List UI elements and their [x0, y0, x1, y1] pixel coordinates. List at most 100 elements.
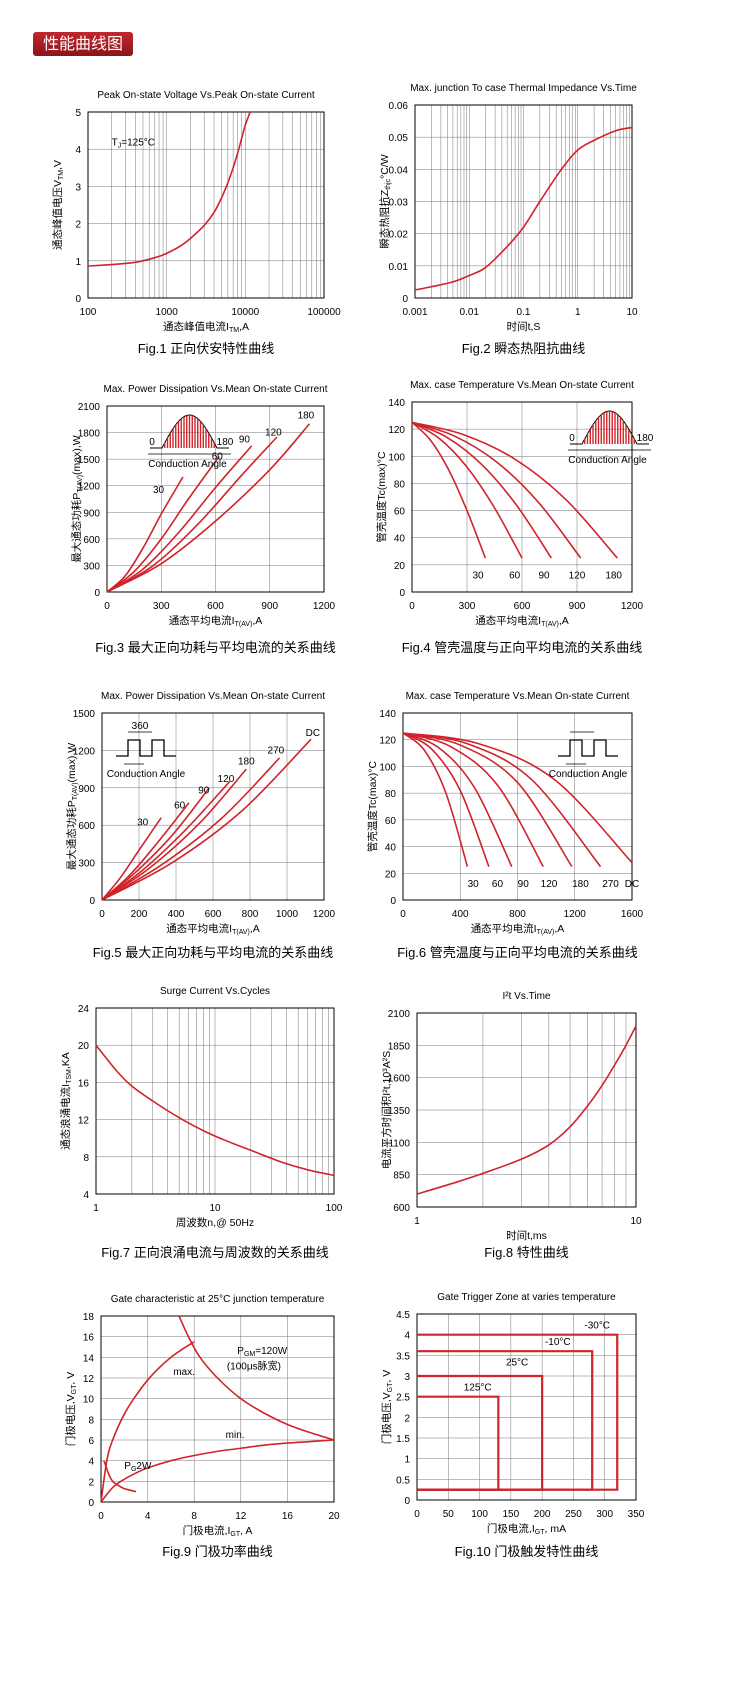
fig10-title: Gate Trigger Zone at varies temperature: [437, 1292, 616, 1303]
fig4-ytick-label: 140: [388, 398, 405, 409]
fig9-ytick-label: 4: [88, 1457, 94, 1468]
fig2-ytick-label: 0.05: [389, 133, 409, 144]
fig10-xtick-label: 50: [443, 1509, 455, 1520]
fig6-series-60: [402, 732, 490, 867]
fig9-xtick-label: 8: [191, 1511, 197, 1522]
fig4-inset-right: 180: [637, 433, 654, 444]
fig7-xtick-label: 10: [209, 1203, 221, 1214]
fig5-inset-wave: [116, 739, 176, 757]
fig4-inset: 0 180 Conduction Angle: [568, 410, 654, 466]
fig10-xtick-label: 150: [503, 1509, 520, 1520]
fig6-series-label: 60: [492, 879, 504, 890]
fig3-series-60: [106, 456, 220, 593]
fig9-xtick-label: 16: [282, 1511, 294, 1522]
fig3-grid: [106, 405, 325, 593]
fig1-xlabel: 通态峰值电流ITM,A: [163, 320, 249, 334]
fig3-xtick-label: 0: [104, 601, 110, 612]
fig10-ytick-label: 3: [404, 1372, 410, 1383]
fig10-zone-label: 25°C: [506, 1358, 528, 1369]
fig2-ytick-label: 0.02: [389, 230, 409, 241]
fig1-series-Tj=125°C: [87, 111, 251, 267]
fig4-series-label: 30: [472, 571, 484, 582]
fig4-series-90: [411, 421, 553, 559]
fig8-ytick-label: 1350: [388, 1106, 411, 1117]
fig9-annotation: PGM=120W: [237, 1346, 287, 1358]
fig2-chart: 0.001 0.01 0.1 1 10 0 0.01 0.02 0.03 0.04 0.05 0.06…: [378, 83, 638, 356]
fig9-title: Gate characteristic at 25°C junction tem…: [111, 1294, 325, 1305]
fig3-ytick-label: 1200: [78, 482, 101, 493]
fig4-title: Max. case Temperature Vs.Mean On-state C…: [410, 380, 634, 391]
fig4-series-label: 60: [509, 571, 521, 582]
fig6-inset-caption: Conduction Angle: [549, 769, 628, 780]
fig10-xlabel: 门极电流,IGT, mA: [487, 1522, 566, 1536]
fig6-series-label: DC: [625, 879, 639, 890]
fig9-annotation: PG2W: [124, 1461, 152, 1473]
fig1-ytick-label: 3: [75, 182, 81, 193]
fig1-annotation: TJ=125°C: [112, 137, 155, 149]
fig7-ylabel: 通态浪涌电流ITSM,KA: [59, 1052, 73, 1150]
fig9-ytick-label: 0: [88, 1498, 94, 1509]
fig5-series-label: 270: [268, 745, 285, 756]
fig9-series-PGM: [178, 1315, 335, 1441]
fig1-ytick-label: 2: [75, 220, 81, 231]
fig5-xlabel: 通态平均电流IT(AV),A: [166, 922, 260, 936]
fig8-title: I²t Vs.Time: [503, 991, 551, 1002]
fig5-caption: Fig.5 最大正向功耗与平均电流的关系曲线: [93, 945, 334, 960]
fig3-series-label: 180: [298, 411, 315, 422]
fig7-series-ITSM: [95, 1044, 335, 1177]
fig3-caption: Fig.3 最大正向功耗与平均电流的关系曲线: [95, 640, 336, 655]
fig8-caption: Fig.8 特性曲线: [484, 1245, 569, 1260]
fig3-ytick-label: 1500: [78, 455, 101, 466]
fig8-ylabel: 电流平方时间积I²t,10³A²S: [380, 1051, 393, 1169]
fig10-ytick-label: 2: [404, 1413, 410, 1424]
fig3-ytick-label: 0: [94, 588, 100, 599]
fig1-chart: 100 1000 10000 100000 0 1 2 3 4 5 Peak On-state Vo…: [51, 90, 341, 356]
fig10-ytick-label: 4: [404, 1331, 410, 1342]
fig9-ylabel: 门极电压,VGT, V: [64, 1372, 78, 1447]
fig2-ytick-label: 0.04: [389, 165, 409, 176]
fig5-series-270: [101, 757, 281, 901]
fig5-ytick-label: 1500: [73, 709, 96, 720]
fig8-xlabel: 时间t,ms: [506, 1229, 547, 1242]
fig5-xtick-label: 600: [205, 909, 222, 920]
fig5-series-180: [101, 768, 247, 901]
fig10-ytick-label: 4.5: [396, 1310, 410, 1321]
fig6-xtick-label: 1200: [564, 909, 587, 920]
fig1-xtick-label: 100000: [307, 307, 341, 318]
fig2-ytick-label: 0.03: [389, 198, 409, 209]
fig7-grid: [95, 1007, 334, 1195]
fig6-xtick-label: 1600: [621, 909, 644, 920]
fig2-ylabel: 瞬态热阻抗Zthjc°C/W: [378, 154, 392, 249]
fig1-xtick-label: 10000: [231, 307, 259, 318]
fig9-series-min: [100, 1439, 335, 1503]
fig2-caption: Fig.2 瞬态热阻抗曲线: [462, 341, 586, 356]
fig7-xlabel: 周波数n,@ 50Hz: [176, 1216, 254, 1229]
fig5-inset-top: 360: [132, 721, 149, 732]
fig7-ytick-label: 8: [83, 1153, 89, 1164]
fig5-series-label: 120: [218, 774, 235, 785]
fig9-ytick-label: 10: [83, 1395, 95, 1406]
fig5-xtick-label: 1000: [276, 909, 299, 920]
fig4-ytick-label: 40: [394, 534, 406, 545]
fig9-annotation: max.: [173, 1367, 195, 1378]
fig4-ytick-label: 120: [388, 425, 405, 436]
fig7-xtick-label: 1: [93, 1203, 99, 1214]
fig6-title: Max. case Temperature Vs.Mean On-state C…: [406, 691, 630, 702]
fig2-xlabel: 时间t,S: [507, 320, 541, 333]
fig6-frame: [402, 712, 633, 901]
fig3-xtick-label: 600: [207, 601, 224, 612]
fig6-xtick-label: 800: [509, 909, 526, 920]
fig10-ytick-label: 1.5: [396, 1434, 410, 1445]
fig8-ytick-label: 2100: [388, 1009, 411, 1020]
fig6-series-DC: [402, 732, 633, 864]
fig9-annotation: min.: [226, 1430, 245, 1441]
fig6-ytick-label: 80: [385, 789, 397, 800]
fig4-xtick-label: 300: [459, 601, 476, 612]
fig5-series-label: 90: [198, 785, 210, 796]
fig3-ytick-label: 2100: [78, 402, 101, 413]
fig8-ytick-label: 850: [393, 1171, 410, 1182]
fig1-frame: [87, 111, 325, 299]
fig4-xtick-label: 0: [409, 601, 415, 612]
